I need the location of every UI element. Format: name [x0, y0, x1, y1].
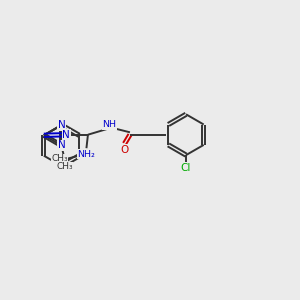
Text: Cl: Cl: [181, 163, 191, 173]
Text: CH₃: CH₃: [56, 162, 73, 171]
Text: NH₂: NH₂: [77, 150, 95, 159]
Text: N: N: [58, 140, 65, 151]
Text: NH: NH: [103, 120, 116, 129]
Text: O: O: [120, 145, 128, 155]
Text: N: N: [58, 120, 65, 130]
Text: CH₃: CH₃: [51, 154, 68, 163]
Text: N: N: [62, 130, 70, 140]
